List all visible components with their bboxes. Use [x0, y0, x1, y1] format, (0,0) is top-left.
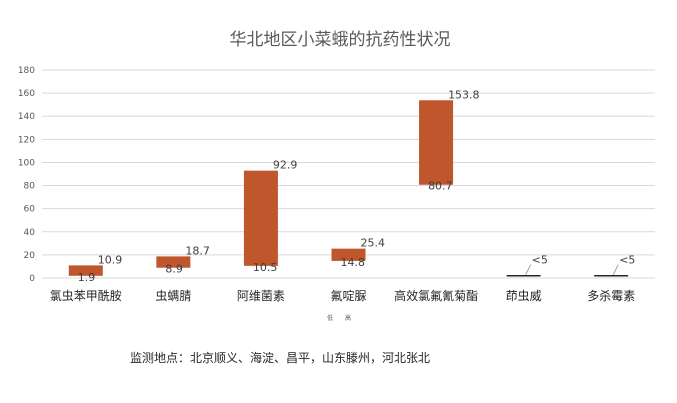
data-label-high: 92.9: [273, 159, 298, 172]
category-labels: 氯虫苯甲酰胺 虫螨腈 阿维菌素 氟啶脲 高效氯氟氰菊酯 茚虫威 多杀霉素: [50, 288, 635, 303]
leader-line: [525, 264, 532, 275]
y-tick-label: 0: [29, 274, 35, 284]
chart-title: 华北地区小菜蛾的抗药性状况: [230, 30, 451, 50]
bar: [243, 170, 278, 266]
y-tick-label: 80: [24, 182, 36, 192]
category-label: 高效氯氟氰菊酯: [394, 288, 478, 303]
category-label: 多杀霉素: [587, 288, 635, 303]
footer-note: 监测地点：北京顺义、海淀、昌平，山东滕州，河北张北: [130, 350, 430, 365]
data-label-high: 10.9: [98, 253, 123, 266]
bar: [156, 256, 191, 268]
data-label-low: 80.7: [428, 180, 453, 193]
y-axis-ticks: 0 20 40 60 80 100 120 140 160 180: [18, 66, 35, 284]
y-tick-label: 140: [18, 112, 35, 122]
category-label: 阿维菌素: [237, 289, 285, 303]
data-label-high: <5: [619, 254, 635, 267]
data-labels: 10.91.9 18.78.9 92.9 10.5 25.4 14.8 153.8 80.7 <…: [78, 88, 636, 284]
bar: [419, 100, 454, 185]
data-label-high: 18.7: [185, 244, 210, 257]
y-tick-label: 20: [24, 251, 36, 261]
data-label-low: 14.8: [341, 256, 366, 269]
data-label-high: <5: [532, 254, 548, 267]
category-label: 氟啶脲: [330, 289, 366, 303]
data-label-low: 8.9: [165, 263, 183, 276]
y-tick-label: 180: [18, 66, 35, 76]
bars: [68, 100, 629, 277]
data-label-high: 153.8: [448, 88, 480, 101]
gridlines: [42, 69, 655, 279]
bar: [68, 265, 103, 276]
y-tick-label: 40: [24, 228, 36, 238]
category-label: 氯虫苯甲酰胺: [50, 289, 122, 303]
leader-line: [612, 264, 619, 275]
category-label: 虫螨腈: [155, 289, 191, 303]
data-label-low: 1.9: [78, 271, 96, 284]
data-label-low: 10.5: [253, 261, 278, 274]
legend-low-label: 低: [327, 314, 333, 322]
y-tick-label: 120: [18, 135, 35, 145]
y-tick-label: 60: [24, 205, 36, 215]
y-tick-label: 100: [18, 158, 35, 168]
data-label-high: 25.4: [361, 237, 386, 250]
bar: [331, 248, 366, 261]
legend-high-label: 高: [345, 314, 351, 322]
y-tick-label: 160: [18, 89, 35, 99]
category-label: 茚虫威: [506, 289, 542, 303]
